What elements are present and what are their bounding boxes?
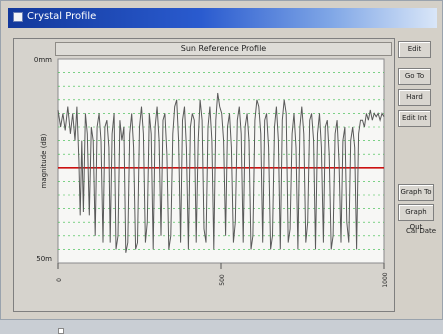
graph-out-button[interactable]: Graph Out (398, 204, 434, 231)
graph-to-button[interactable]: Graph To (398, 184, 434, 201)
x-tick-label: 0 (56, 278, 63, 282)
go-to-button[interactable]: Go To (398, 68, 431, 85)
x-tick-label: 500 (219, 274, 226, 286)
y-tick-label: 50m (36, 255, 52, 263)
app-icon (13, 12, 23, 22)
cal-date-option[interactable]: Cal Date (406, 227, 437, 235)
y-axis-label: magnitude (dB) (40, 133, 48, 188)
edit-button[interactable]: Edit (398, 41, 431, 58)
edit-int-button[interactable]: Edit Int (398, 110, 431, 127)
x-tick-label: 1000 (382, 272, 389, 287)
chart-title: Sun Reference Profile (55, 42, 392, 56)
series-line (57, 92, 385, 253)
plot-background (57, 58, 385, 264)
plot-area: 0mm 50m magnitude (dB) 0 500 1000 (34, 56, 389, 288)
y-tick-label: 0mm (34, 56, 52, 64)
title-bar: Crystal Profile (8, 8, 437, 28)
hard-button[interactable]: Hard (398, 89, 431, 106)
window-title: Crystal Profile (27, 11, 97, 22)
status-indicator (58, 328, 64, 334)
